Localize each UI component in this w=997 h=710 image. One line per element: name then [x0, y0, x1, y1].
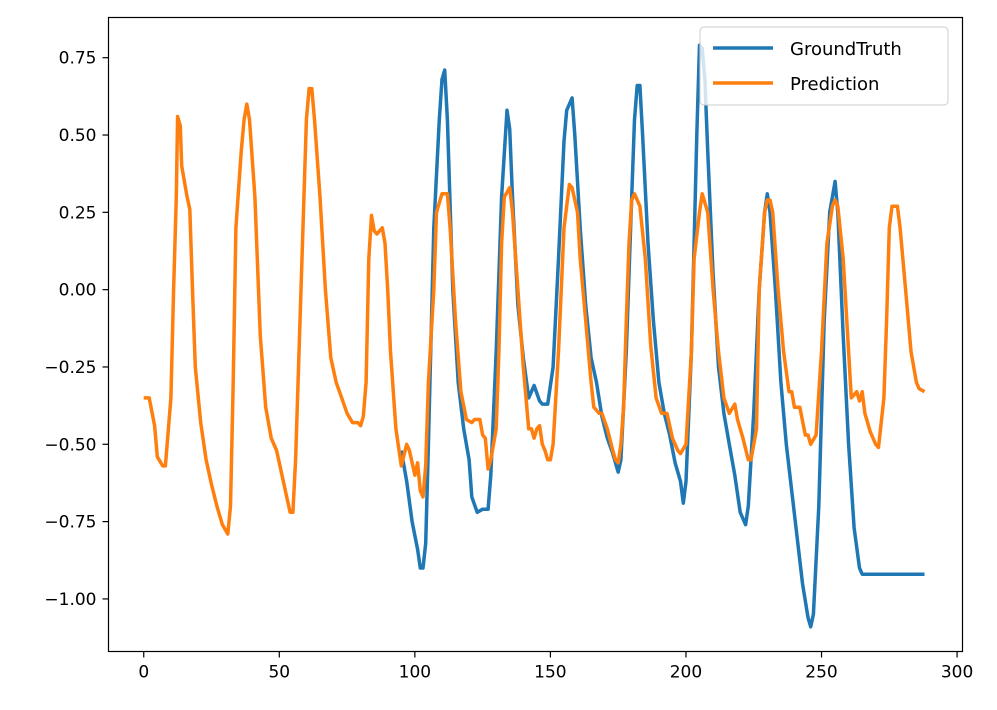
legend-label-prediction: Prediction — [790, 74, 879, 95]
x-axis: 0 50 100 150 200 250 300 — [138, 651, 973, 683]
legend: GroundTruth Prediction — [699, 26, 949, 106]
y-tick-label: −0.75 — [44, 513, 96, 533]
y-tick-label: 0.50 — [59, 126, 97, 146]
x-tick-label: 250 — [805, 663, 837, 683]
series-line-groundtruth — [399, 43, 925, 629]
y-tick-label: 0.25 — [59, 203, 97, 223]
x-tick-label: 0 — [138, 663, 149, 683]
series-line-prediction — [143, 86, 926, 536]
x-tick-label: 200 — [670, 663, 702, 683]
y-axis: 0.75 0.50 0.25 0.00 −0.25 −0.50 −0.75 −1.00 — [44, 49, 109, 610]
plot-frame — [107, 16, 964, 653]
legend-label-groundtruth: GroundTruth — [790, 39, 902, 60]
series-lines — [143, 43, 926, 629]
x-tick-label: 300 — [941, 663, 973, 683]
y-tick-label: 0.00 — [59, 281, 97, 301]
x-tick-label: 100 — [399, 663, 431, 683]
y-tick-label: −0.50 — [44, 435, 96, 455]
y-tick-label: −1.00 — [44, 590, 96, 610]
x-tick-label: 150 — [534, 663, 566, 683]
x-tick-label: 50 — [268, 663, 290, 683]
y-tick-label: 0.75 — [59, 49, 97, 69]
y-tick-label: −0.25 — [44, 358, 96, 378]
